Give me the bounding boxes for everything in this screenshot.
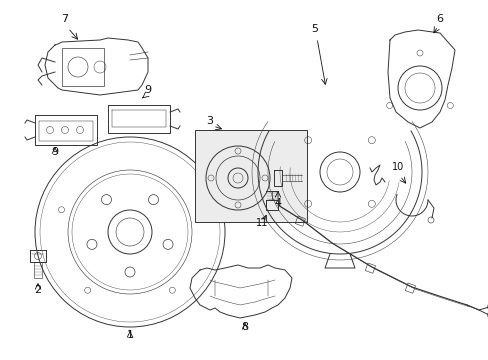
- Bar: [62, 48, 104, 86]
- Text: 3: 3: [206, 116, 213, 126]
- Bar: [195, 130, 306, 222]
- Text: 10: 10: [391, 162, 403, 172]
- Text: 8: 8: [241, 322, 248, 332]
- Text: 11: 11: [255, 218, 267, 228]
- Text: 6: 6: [436, 14, 443, 24]
- Bar: [295, 216, 305, 226]
- Text: 2: 2: [34, 285, 41, 295]
- Bar: [405, 283, 415, 293]
- Text: 7: 7: [61, 14, 68, 24]
- Text: 9: 9: [144, 85, 151, 95]
- Text: 4: 4: [274, 198, 281, 208]
- Text: 9: 9: [51, 147, 59, 157]
- Text: 5: 5: [311, 24, 318, 34]
- Text: 1: 1: [126, 330, 133, 340]
- Bar: [365, 263, 375, 273]
